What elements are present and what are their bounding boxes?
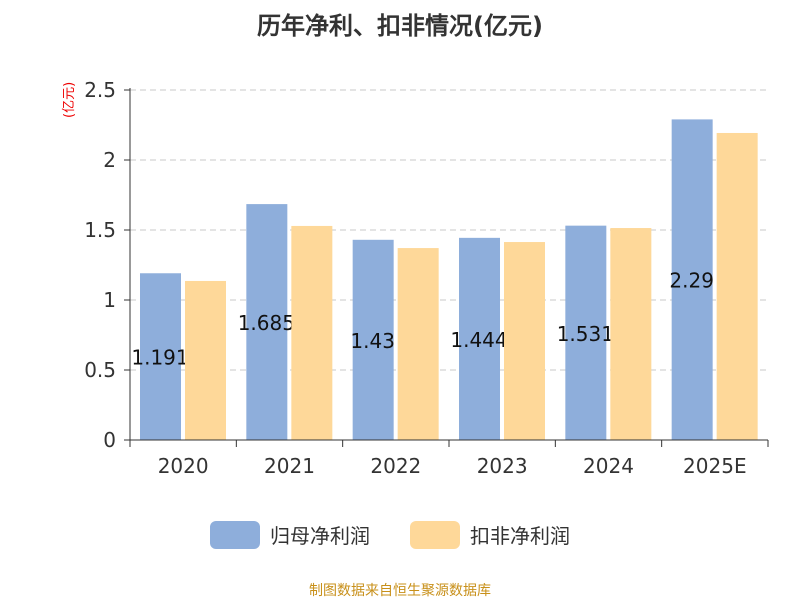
chart-title: 历年净利、扣非情况(亿元) bbox=[257, 12, 543, 40]
data-label: 1.43 bbox=[350, 329, 395, 353]
bar-net-profit bbox=[246, 204, 288, 440]
legend-item-deducted-profit[interactable]: 扣非净利润 bbox=[410, 520, 570, 549]
bar-net-profit bbox=[140, 273, 181, 440]
x-tick-label: 2021 bbox=[264, 454, 315, 478]
x-tick-label: 2020 bbox=[158, 454, 209, 478]
legend-swatch bbox=[210, 520, 260, 549]
bar-net-profit bbox=[459, 237, 500, 440]
bar-deducted-profit bbox=[185, 280, 226, 440]
bar-deducted-profit bbox=[397, 248, 439, 440]
bar-deducted-profit bbox=[610, 228, 652, 440]
data-label: 1.444 bbox=[450, 328, 507, 352]
legend-label: 归母净利润 bbox=[270, 524, 370, 548]
y-tick-label: 2 bbox=[103, 148, 116, 172]
data-label: 1.191 bbox=[131, 346, 188, 370]
legend-label: 扣非净利润 bbox=[470, 524, 570, 548]
data-label: 1.685 bbox=[238, 311, 295, 335]
source-note: 制图数据来自恒生聚源数据库 bbox=[309, 583, 491, 599]
data-label: 1.531 bbox=[557, 322, 614, 346]
bar-net-profit bbox=[352, 239, 394, 440]
y-tick-label: 0.5 bbox=[84, 358, 116, 382]
legend-item-net-profit[interactable]: 归母净利润 bbox=[210, 520, 370, 549]
bar-deducted-profit bbox=[716, 132, 758, 441]
y-tick-label: 1.5 bbox=[84, 218, 116, 242]
x-tick-label: 2024 bbox=[583, 454, 634, 478]
y-tick-label: 0 bbox=[103, 428, 116, 452]
legend-swatch bbox=[410, 520, 460, 549]
y-tick-label: 2.5 bbox=[84, 78, 116, 102]
x-tick-label: 2025E bbox=[683, 454, 747, 478]
x-tick-label: 2022 bbox=[370, 454, 421, 478]
bar-deducted-profit bbox=[291, 225, 333, 440]
bar-deducted-profit bbox=[504, 242, 545, 440]
x-tick-label: 2023 bbox=[477, 454, 528, 478]
bar-net-profit bbox=[565, 225, 607, 440]
data-label: 2.29 bbox=[669, 269, 714, 293]
y-tick-label: 1 bbox=[103, 288, 116, 312]
bar-net-profit bbox=[671, 119, 713, 441]
